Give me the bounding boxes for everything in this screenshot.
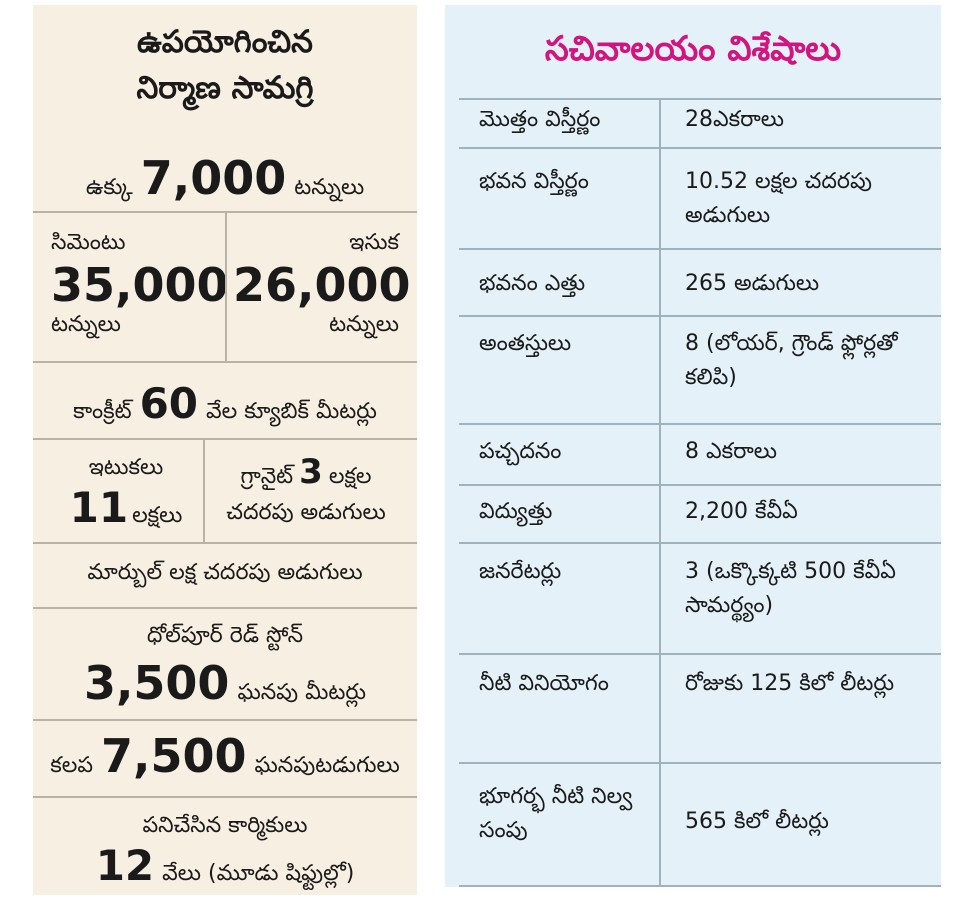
- materials-title: ఉపయోగించిన నిర్మాణ సామగ్రి: [33, 19, 417, 111]
- workers-unit: వేలు (మూడు షిఫ్టుల్లో): [162, 861, 355, 886]
- divider: [459, 423, 941, 425]
- bricks-unit: లక్షలు: [132, 503, 183, 528]
- divider: [33, 607, 417, 609]
- divider: [203, 438, 205, 542]
- cement-unit: టన్నులు: [51, 312, 121, 337]
- granite-cell: గ్రానైట్ 3 లక్షల చదరపు అడుగులు: [211, 455, 401, 530]
- sand-unit: టన్నులు: [329, 312, 399, 337]
- wood-unit: ఘనపుటడుగులు: [254, 753, 400, 778]
- divider: [459, 484, 941, 486]
- cement-cell: సిమెంటు 35,000 టన్నులు: [51, 230, 231, 342]
- secretariat-features-panel: సచివాలయం విశేషాలు మొత్తం విస్తీర్ణం 28ఎక…: [445, 5, 941, 887]
- workers-label-row: పనిచేసిన కార్మికులు: [33, 813, 417, 843]
- divider: [459, 885, 941, 887]
- divider: [33, 719, 417, 721]
- feature-label: నీటి వినియోగం: [479, 671, 609, 696]
- dholpur-row: 3,500 ఘనపు మీటర్లు: [33, 660, 417, 710]
- sand-label: ఇసుక: [349, 230, 399, 255]
- feature-value: 265 అడుగులు: [685, 271, 820, 296]
- divider: [459, 248, 941, 250]
- feature-value: 2,200 కేవీఏ: [685, 499, 798, 524]
- feature-value: 8 ఎకరాలు: [685, 439, 777, 464]
- feature-value: 28ఎకరాలు: [685, 107, 784, 132]
- granite-unit2: చదరపు అడుగులు: [226, 500, 386, 525]
- granite-value: 3: [299, 452, 323, 492]
- materials-title-line1: ఉపయోగించిన: [137, 24, 313, 60]
- feature-label: భూగర్భ నీటి నిల్వ సంపు: [479, 784, 633, 843]
- steel-row: ఉక్కు 7,000 టన్నులు: [33, 155, 417, 205]
- column-divider: [659, 98, 661, 887]
- feature-label: భవన విస్తీర్ణం: [479, 169, 589, 194]
- feature-label: విద్యుత్తు: [479, 499, 553, 524]
- sand-cell: ఇసుక 26,000 టన్నులు: [233, 230, 411, 342]
- marble-text: మార్బుల్ లక్ష చదరపు అడుగులు: [87, 560, 363, 585]
- feature-value: 3 (ఒక్కొక్కటి 500 కేవీఏ సామర్థ్యం): [685, 559, 896, 618]
- workers-value: 12: [95, 841, 155, 890]
- bricks-label: ఇటుకలు: [88, 455, 164, 480]
- concrete-row: కాంక్రీట్ 60 వేల క్యూబిక్ మీటర్లు: [33, 383, 417, 429]
- cement-label: సిమెంటు: [51, 230, 126, 255]
- divider: [459, 315, 941, 317]
- granite-value-row: గ్రానైట్ 3 లక్షల: [211, 455, 401, 494]
- bricks-cell: ఇటుకలు 11 లక్షలు: [51, 455, 201, 533]
- concrete-unit: వేల క్యూబిక్ మీటర్లు: [206, 399, 377, 424]
- sand-value: 26,000: [233, 258, 411, 312]
- workers-label: పనిచేసిన కార్మికులు: [142, 813, 308, 838]
- steel-label: ఉక్కు: [85, 175, 133, 200]
- dholpur-value: 3,500: [83, 656, 230, 710]
- feature-value: రోజుకు 125 కిలో లీటర్లు: [685, 671, 895, 696]
- divider: [225, 211, 227, 361]
- feature-label: జనరేటర్లు: [479, 559, 562, 584]
- feature-label: అంతస్తులు: [479, 331, 572, 356]
- divider: [459, 98, 941, 100]
- bricks-value: 11: [69, 483, 129, 532]
- granite-unit: లక్షల: [328, 464, 372, 489]
- dholpur-unit: ఘనపు మీటర్లు: [237, 680, 367, 705]
- granite-label: గ్రానైట్: [240, 464, 294, 489]
- workers-row: 12 వేలు (మూడు షిఫ్టుల్లో): [33, 845, 417, 891]
- materials-panel: ఉపయోగించిన నిర్మాణ సామగ్రి ఉక్కు 7,000 ట…: [33, 5, 417, 895]
- wood-row: కలప 7,500 ఘనపుటడుగులు: [33, 733, 417, 783]
- divider: [459, 762, 941, 764]
- divider: [459, 653, 941, 655]
- wood-value: 7,500: [101, 729, 247, 783]
- divider: [33, 796, 417, 798]
- feature-value: 8 (లోయర్, గ్రౌండ్ ఫ్లోర్లతో కలిపి): [685, 331, 898, 390]
- bricks-value-row: 11 లక్షలు: [51, 487, 201, 533]
- feature-value: 565 కిలో లీటర్లు: [685, 809, 829, 834]
- concrete-label: కాంక్రీట్: [73, 399, 132, 424]
- dholpur-label: ధోల్‌పూర్ రెడ్ స్టోన్: [146, 623, 304, 648]
- steel-value: 7,000: [140, 151, 287, 205]
- divider: [459, 147, 941, 149]
- materials-title-line2: నిర్మాణ సామగ్రి: [136, 70, 314, 106]
- divider: [459, 542, 941, 544]
- divider: [33, 542, 417, 544]
- feature-value: 10.52 లక్షల చదరపు అడుగులు: [685, 169, 872, 228]
- marble-row: మార్బుల్ లక్ష చదరపు అడుగులు: [33, 560, 417, 590]
- feature-label: భవనం ఎత్తు: [479, 271, 586, 296]
- feature-label: పచ్చదనం: [479, 439, 562, 464]
- steel-unit: టన్నులు: [294, 175, 365, 200]
- cement-value: 35,000: [51, 258, 229, 312]
- divider: [33, 438, 417, 440]
- divider: [33, 361, 417, 363]
- features-title: సచివాలయం విశేషాలు: [544, 29, 842, 69]
- wood-label: కలప: [50, 753, 93, 778]
- feature-label: మొత్తం విస్తీర్ణం: [479, 107, 601, 132]
- concrete-value: 60: [139, 379, 199, 428]
- dholpur-label-row: ధోల్‌పూర్ రెడ్ స్టోన్: [33, 623, 417, 653]
